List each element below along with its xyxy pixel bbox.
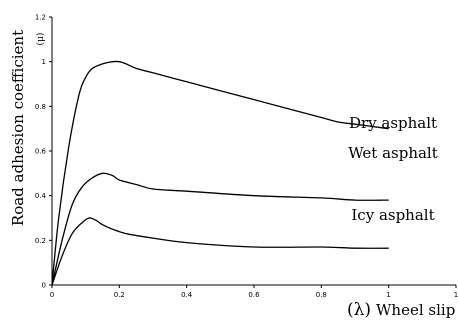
curves [51, 60, 389, 286]
series-line-wet-asphalt [51, 172, 389, 286]
x-tick-label: 0.8 [316, 291, 327, 299]
y-tick-label: 1 [42, 58, 46, 66]
x-tick-label: 1 [386, 291, 390, 299]
x-axis-symbol: (λ) [347, 300, 371, 320]
x-tick-label: 0.4 [181, 291, 193, 299]
y-tick-label: 1.2 [35, 14, 46, 22]
y-tick-label: 0.2 [35, 237, 46, 245]
x-axis-title: Wheel slip [376, 301, 455, 319]
y-axis-title: Road adhesion coefficient [9, 30, 27, 226]
y-axis-symbol: (μ) [35, 33, 46, 46]
x-tick-label: 0.6 [248, 291, 260, 299]
y-tick-label: 0.4 [35, 192, 47, 200]
series-label-icy-asphalt: Icy asphalt [351, 206, 434, 224]
x-tick-label: 0.2 [114, 291, 125, 299]
series-label-dry-asphalt: Dry asphalt [349, 114, 437, 132]
y-tick-label: 0 [42, 282, 46, 290]
y-tick-label: 0.8 [35, 103, 46, 111]
series-line-icy-asphalt [51, 217, 389, 286]
series-line-dry-asphalt [51, 60, 389, 286]
axes: 0 0.2 0.4 0.6 0.8 1 1 0 0.2 0.4 0.6 0.8 1 1.2 [35, 14, 458, 300]
labels: Dry asphalt Wet asphalt Icy asphalt Road ad… [9, 30, 455, 320]
y-tick-label: 0.6 [35, 148, 47, 156]
series-label-wet-asphalt: Wet asphalt [348, 144, 438, 162]
x-tick-label: 1 [454, 291, 458, 299]
x-tick-label: 0 [50, 291, 54, 299]
